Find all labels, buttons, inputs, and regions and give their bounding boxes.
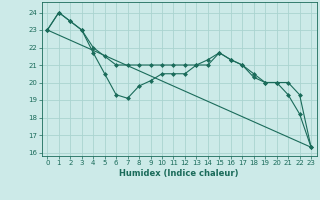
X-axis label: Humidex (Indice chaleur): Humidex (Indice chaleur) [119,169,239,178]
